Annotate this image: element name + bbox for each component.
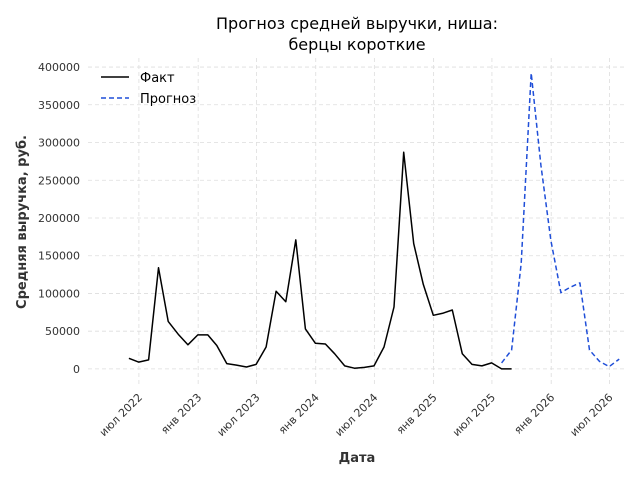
- y-tick-label: 0: [73, 363, 80, 376]
- chart-title-line2: берцы короткие: [288, 35, 425, 54]
- y-tick-label: 100000: [38, 287, 80, 300]
- x-tick-label: июл 2023: [215, 391, 263, 439]
- series-line-fact: [128, 151, 512, 370]
- y-tick-label: 200000: [38, 212, 80, 225]
- grid: [88, 58, 624, 384]
- y-tick-label: 150000: [38, 250, 80, 263]
- y-tick-label: 300000: [38, 137, 80, 150]
- series-layer: [128, 72, 620, 370]
- legend: Факт Прогноз: [101, 71, 196, 107]
- y-axis-title: Средняя выручка, руб.: [15, 135, 30, 309]
- y-tick-label: 50000: [45, 325, 80, 338]
- series-line-forecast: [501, 72, 620, 368]
- legend-label-fact: Факт: [140, 71, 175, 86]
- chart-title-line1: Прогноз средней выручки, ниша:: [216, 14, 498, 33]
- x-tick-label: июл 2022: [97, 391, 145, 439]
- x-tick-label: янв 2023: [158, 391, 204, 437]
- x-tick-label: июл 2024: [332, 391, 380, 439]
- x-axis-title: Дата: [339, 451, 376, 466]
- legend-label-forecast: Прогноз: [140, 92, 196, 107]
- y-tick-label: 250000: [38, 174, 80, 187]
- y-tick-label: 350000: [38, 99, 80, 112]
- x-tick-label: янв 2026: [512, 391, 558, 437]
- x-tick-label: янв 2025: [394, 391, 440, 437]
- y-tick-labels: 0 50000 100000 150000 200000 250000 300000 3500…: [38, 61, 80, 376]
- x-tick-labels: июл 2022 янв 2023 июл 2023 янв 2024 июл 2024…: [97, 391, 616, 439]
- x-tick-label: июл 2025: [450, 391, 498, 439]
- y-tick-label: 400000: [38, 61, 80, 74]
- x-tick-label: янв 2024: [276, 391, 322, 437]
- x-tick-label: июл 2026: [568, 391, 616, 439]
